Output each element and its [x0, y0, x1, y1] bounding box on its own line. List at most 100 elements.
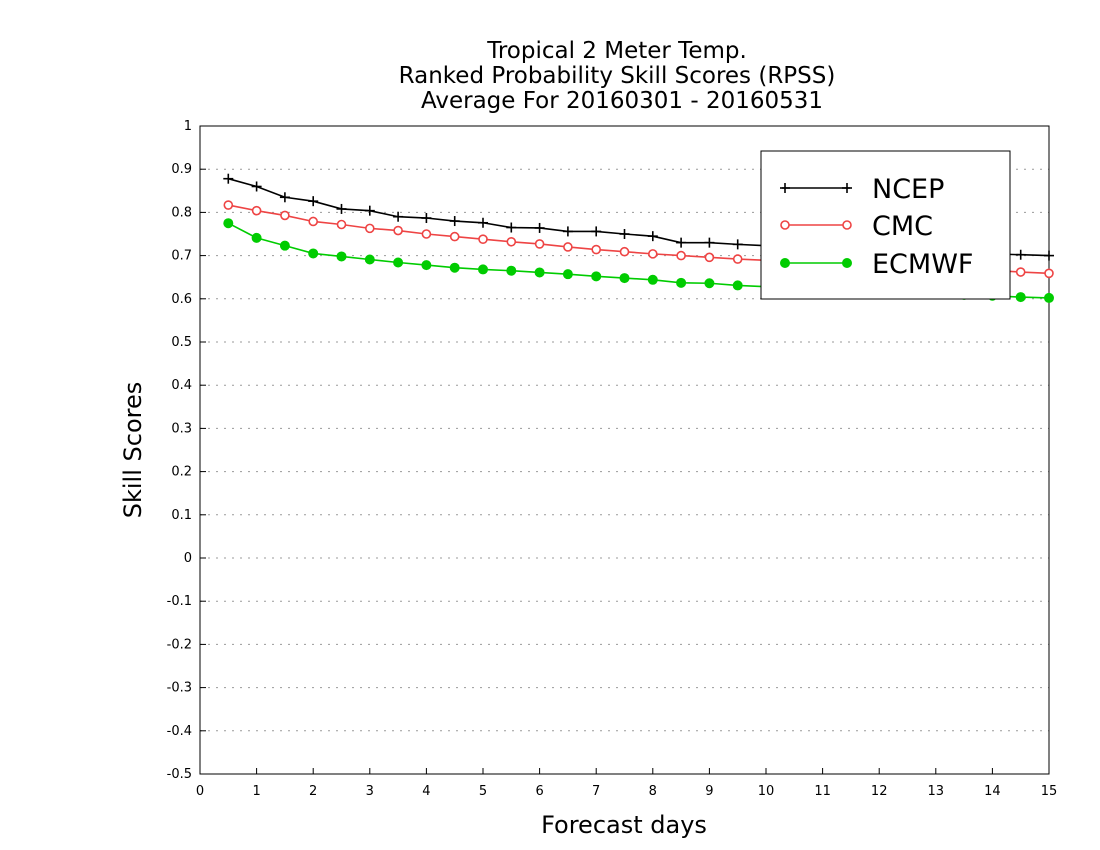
data-point-cmc: [280, 210, 290, 221]
data-point-ncep: [647, 231, 658, 242]
data-point-cmc: [449, 231, 460, 242]
data-point-ncep: [591, 226, 602, 237]
x-tick-label: 13: [928, 784, 945, 799]
y-tick-label: 0.7: [171, 249, 192, 264]
data-point-cmc: [1044, 268, 1054, 279]
data-point-ncep: [393, 211, 404, 222]
x-tick-label: 7: [592, 784, 600, 799]
chart-title-line-1: Tropical 2 Meter Temp.: [486, 38, 747, 64]
data-point-ncep: [251, 181, 262, 192]
data-point-ecmwf: [704, 278, 715, 289]
legend-label-ncep: NCEP: [872, 174, 944, 205]
y-tick-label: 0.6: [171, 292, 192, 307]
data-point-ecmwf: [251, 232, 262, 243]
data-point-cmc: [336, 219, 347, 230]
legend-marker: [842, 258, 852, 268]
data-point-ecmwf: [364, 254, 375, 265]
chart-title: Tropical 2 Meter Temp. Ranked Probabilit…: [399, 38, 836, 114]
x-tick-label: 1: [252, 784, 260, 799]
x-tick-label: 15: [1041, 784, 1058, 799]
data-point-cmc: [223, 200, 234, 210]
data-point-ncep: [704, 237, 715, 248]
x-tick-label: 2: [309, 784, 317, 799]
legend-item-ecmwf: ECMWF: [780, 249, 973, 280]
data-point-ncep: [534, 222, 545, 233]
y-tick-label: 0.5: [171, 335, 192, 350]
axis-ticks: -0.5 -0.4 -0.3 -0.2 -0.1 0 0.1 0.2 0.3 0.4 0.5 0.6 0…: [167, 119, 1058, 799]
data-point-ecmwf: [223, 218, 234, 229]
data-point-ncep: [449, 216, 460, 227]
data-point-cmc: [619, 246, 630, 257]
chart-title-line-3: Average For 20160301 - 20160531: [421, 88, 823, 114]
x-tick-label: 3: [366, 784, 374, 799]
y-axis-label: Skill Scores: [119, 382, 147, 519]
data-point-cmc: [732, 254, 743, 264]
y-tick-label: 0.2: [171, 465, 192, 480]
data-point-cmc: [393, 225, 403, 236]
data-point-cmc: [704, 252, 715, 263]
y-tick-label: 0.3: [171, 421, 192, 436]
y-tick-label: 0.9: [171, 162, 192, 177]
data-point-ncep: [1015, 249, 1026, 260]
plot-frame: [199, 125, 1050, 775]
data-point-cmc: [251, 205, 262, 216]
data-point-ncep: [223, 173, 234, 184]
y-tick-label: 0.1: [171, 508, 192, 523]
data-point-ncep: [1044, 250, 1054, 261]
x-tick-label: 12: [871, 784, 888, 799]
data-point-cmc: [1015, 267, 1026, 277]
data-point-ecmwf: [449, 262, 460, 273]
data-point-ecmwf: [647, 274, 658, 285]
data-point-ecmwf: [732, 280, 743, 291]
data-point-ecmwf: [421, 260, 432, 271]
data-point-ecmwf: [308, 248, 319, 259]
y-tick-label: 0.8: [171, 205, 192, 220]
y-tick-label: 0.4: [171, 378, 192, 393]
data-point-ncep: [336, 203, 347, 214]
x-tick-label: 14: [984, 784, 1001, 799]
legend-marker: [780, 258, 790, 268]
x-tick-label: 8: [649, 784, 657, 799]
legend-item-cmc: CMC: [780, 211, 933, 242]
data-point-ecmwf: [1015, 292, 1026, 303]
legend-label-ecmwf: ECMWF: [872, 249, 973, 280]
x-tick-label: 9: [705, 784, 713, 799]
data-point-ecmwf: [676, 277, 687, 288]
data-point-ecmwf: [591, 271, 602, 282]
data-point-ecmwf: [393, 257, 404, 268]
chart-title-line-2: Ranked Probability Skill Scores (RPSS): [399, 63, 836, 89]
y-tick-label: -0.5: [167, 767, 192, 782]
x-tick-label: 4: [422, 784, 430, 799]
data-point-ncep: [506, 222, 517, 233]
data-point-ncep: [364, 205, 375, 216]
legend-marker: [780, 183, 790, 193]
data-point-cmc: [647, 249, 658, 259]
data-point-ecmwf: [478, 264, 488, 275]
data-point-ncep: [732, 239, 743, 250]
legend-marker: [780, 220, 790, 230]
y-tick-label: -0.3: [167, 681, 192, 696]
legend-item-ncep: NCEP: [780, 174, 944, 205]
data-point-cmc: [421, 229, 432, 239]
data-point-ecmwf: [619, 273, 630, 284]
data-point-ncep: [478, 217, 488, 228]
data-point-cmc: [478, 234, 488, 244]
data-point-ncep: [562, 226, 573, 237]
data-point-ecmwf: [506, 265, 517, 276]
y-tick-label: -0.4: [167, 724, 192, 739]
data-point-cmc: [676, 250, 686, 261]
data-point-cmc: [563, 242, 573, 252]
legend-marker: [842, 220, 852, 230]
data-point-ncep: [308, 196, 319, 207]
x-tick-label: 5: [479, 784, 487, 799]
data-point-ecmwf: [534, 267, 545, 278]
x-axis-label: Forecast days: [541, 811, 707, 839]
legend-marker: [842, 183, 852, 193]
data-point-ecmwf: [336, 251, 347, 262]
data-point-ncep: [421, 213, 432, 224]
x-tick-label: 11: [814, 784, 831, 799]
legend-items: NCEP CMC ECMWF: [780, 174, 973, 280]
y-tick-label: -0.2: [167, 637, 192, 652]
data-point-cmc: [534, 239, 545, 249]
